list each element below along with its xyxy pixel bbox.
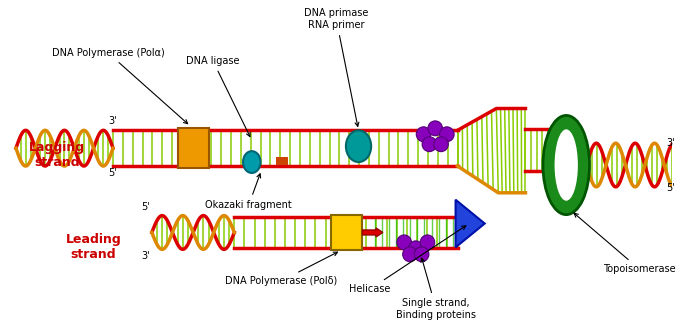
Text: Single strand,
Binding proteins: Single strand, Binding proteins — [396, 258, 476, 320]
Circle shape — [397, 235, 411, 250]
Text: DNA Polymerase (Polα): DNA Polymerase (Polα) — [52, 48, 188, 124]
Bar — [332, 215, 362, 250]
Circle shape — [403, 247, 417, 262]
Text: Leading
strand: Leading strand — [66, 233, 122, 261]
Circle shape — [422, 137, 437, 152]
Circle shape — [439, 127, 454, 142]
Ellipse shape — [555, 129, 578, 201]
Text: Topoisomerase: Topoisomerase — [574, 213, 676, 274]
Bar — [276, 157, 287, 165]
Circle shape — [428, 121, 442, 136]
Text: 3': 3' — [108, 116, 117, 126]
Text: Okazaki fragment: Okazaki fragment — [205, 174, 292, 210]
Circle shape — [434, 137, 448, 152]
FancyArrow shape — [362, 228, 383, 237]
Polygon shape — [455, 200, 484, 247]
Text: 3': 3' — [141, 251, 150, 261]
Text: Helicase: Helicase — [350, 226, 466, 294]
Circle shape — [420, 235, 435, 250]
Circle shape — [416, 127, 431, 142]
Text: 3': 3' — [666, 138, 675, 148]
Text: DNA primase
RNA primer: DNA primase RNA primer — [304, 8, 368, 126]
Ellipse shape — [243, 151, 261, 173]
Bar — [178, 128, 209, 168]
Ellipse shape — [346, 130, 371, 162]
Text: DNA Polymerase (Polδ): DNA Polymerase (Polδ) — [225, 252, 337, 286]
Text: 5': 5' — [666, 183, 675, 193]
Text: Lagging
strand: Lagging strand — [28, 141, 85, 169]
Circle shape — [415, 247, 429, 262]
Ellipse shape — [543, 116, 589, 215]
Text: DNA ligase: DNA ligase — [186, 56, 250, 137]
Text: 5': 5' — [141, 202, 150, 212]
Circle shape — [408, 241, 423, 256]
Text: 5': 5' — [108, 168, 117, 178]
